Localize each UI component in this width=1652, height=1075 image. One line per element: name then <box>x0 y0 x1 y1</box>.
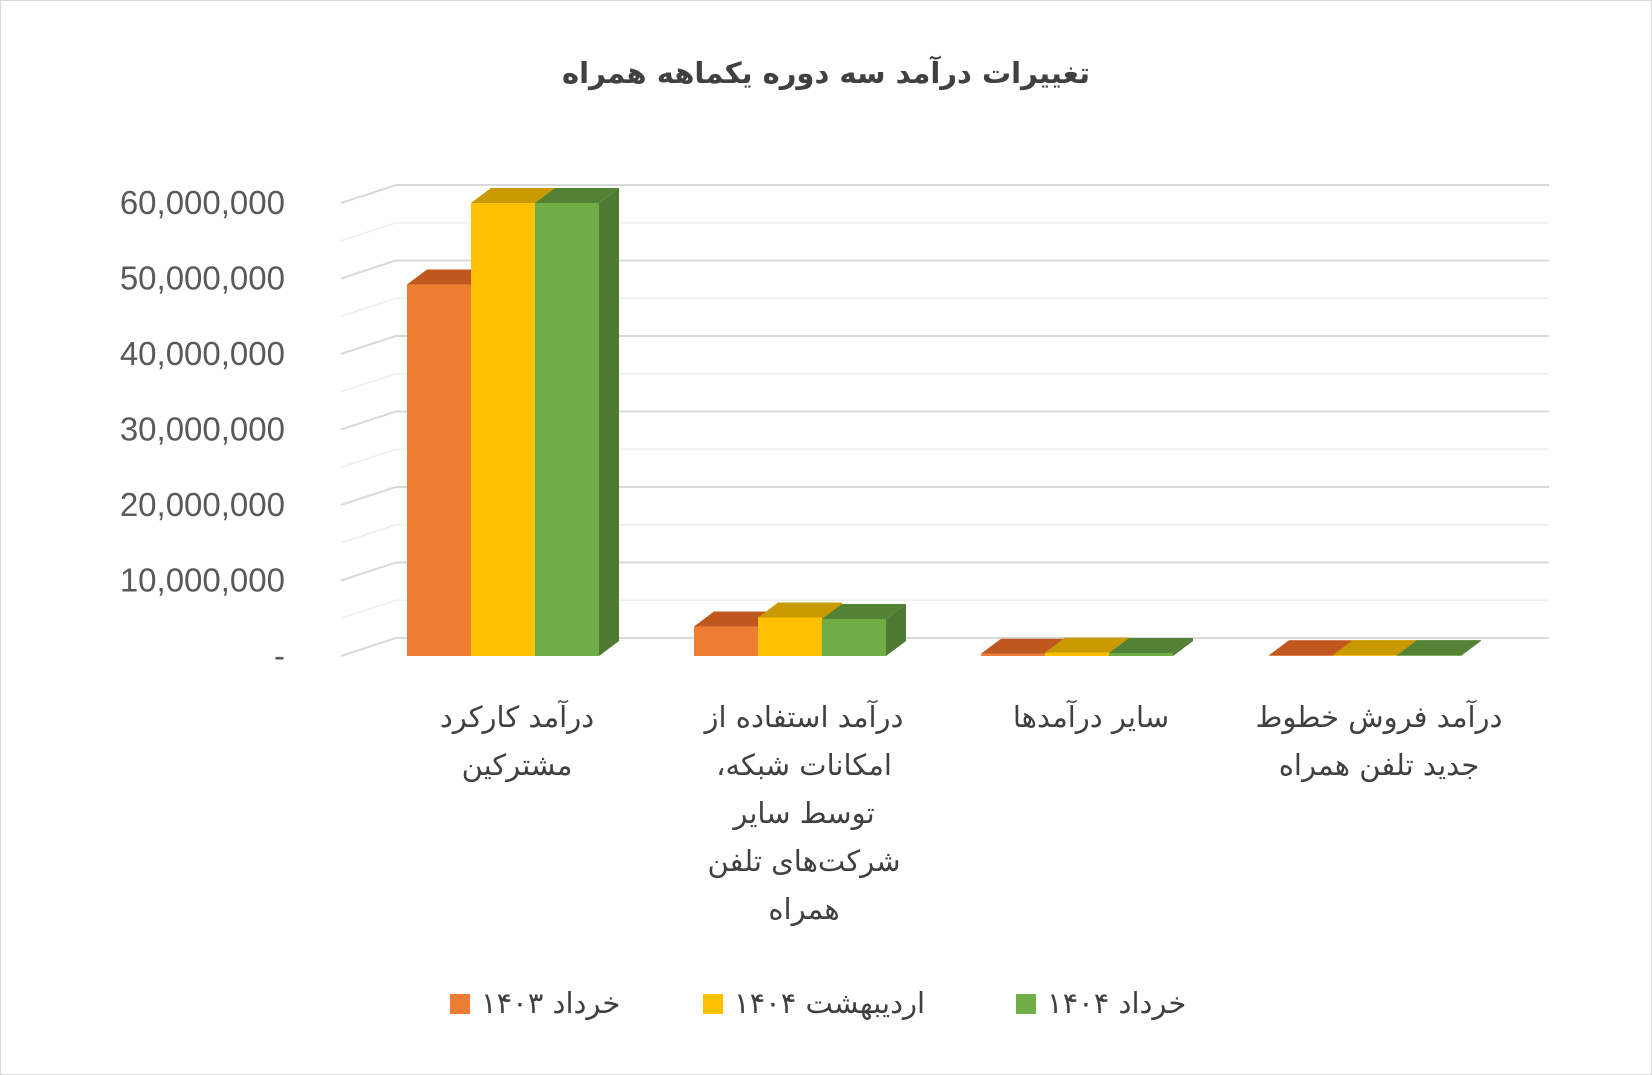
legend-swatch <box>703 994 723 1014</box>
bar-top-face <box>1333 640 1417 656</box>
category-label: توسط سایر <box>731 796 874 830</box>
gridline-diagonal <box>340 222 397 242</box>
bar-side-face <box>1173 637 1193 656</box>
bar <box>1045 652 1109 656</box>
bar <box>758 617 822 656</box>
bar-top-face <box>1269 640 1353 656</box>
gridline-diagonal <box>340 259 397 280</box>
bar <box>471 203 535 656</box>
x-axis-labels: درآمد کارکرد مشترکین درآمد استفاده از امکان… <box>440 699 1503 926</box>
gridline-diagonal <box>340 524 397 544</box>
bar <box>1397 655 1461 656</box>
bar-top-face <box>535 188 619 203</box>
bar <box>407 284 471 656</box>
y-tick-label: 30,000,000 <box>120 411 285 448</box>
y-axis-ticks: - 10,000,000 20,000,000 30,000,000 40,000,00… <box>120 184 285 674</box>
category-label: سایر درآمدها <box>1013 699 1169 734</box>
bar-side-face <box>599 188 619 656</box>
y-tick-label: 60,000,000 <box>120 184 285 221</box>
bar-top-face <box>407 269 491 285</box>
category-label: همراه <box>768 892 839 926</box>
category-label: درآمد فروش خطوط <box>1256 699 1503 734</box>
bar-top-face <box>1109 637 1193 653</box>
legend-swatch <box>1016 994 1036 1014</box>
y-tick-label: 40,000,000 <box>120 335 285 372</box>
category-label: مشترکین <box>462 748 573 782</box>
legend: خرداد ۱۴۰۳ اردیبهشت ۱۴۰۴ خرداد ۱۴۰۴ <box>450 986 1186 1020</box>
y-tick-label: 20,000,000 <box>120 486 285 523</box>
bar <box>981 653 1045 656</box>
legend-label: خرداد ۱۴۰۳ <box>481 986 620 1020</box>
legend-label: خرداد ۱۴۰۴ <box>1047 986 1186 1020</box>
y-tick-label: 50,000,000 <box>120 260 285 297</box>
bar-side-face <box>886 604 906 656</box>
bar-top-face <box>471 188 555 203</box>
bar <box>1333 655 1397 656</box>
bar <box>822 619 886 656</box>
gridline-diagonal <box>340 373 397 393</box>
legend-label: اردیبهشت ۱۴۰۴ <box>734 986 925 1020</box>
bar-top-face <box>1045 637 1129 653</box>
bar <box>535 203 599 656</box>
bar <box>1109 652 1173 656</box>
category-label: جدید تلفن همراه <box>1279 748 1480 782</box>
bar <box>1269 655 1333 656</box>
bar-top-face <box>1397 640 1481 656</box>
bar-side-face <box>1461 640 1481 656</box>
gridline-diagonal <box>340 448 397 468</box>
bars-layer <box>407 188 1481 656</box>
category-label: شرکت‌های تلفن <box>707 844 900 878</box>
gridline-diagonal <box>340 637 397 657</box>
category-label: درآمد استفاده از <box>703 699 904 734</box>
gridline-diagonal <box>340 335 397 355</box>
bar-top-face <box>694 611 778 627</box>
gridline-diagonal <box>340 184 397 204</box>
gridline-diagonal <box>340 599 397 619</box>
gridline-diagonal <box>340 486 397 506</box>
y-tick-label: - <box>274 637 285 674</box>
y-tick-label: 10,000,000 <box>120 562 285 599</box>
bar-top-face <box>822 604 906 620</box>
bar-top-face <box>758 602 842 618</box>
chart-title: تغییرات درآمد سه دوره یکماهه همراه <box>562 55 1090 90</box>
gridline-diagonal <box>340 561 397 582</box>
bar <box>694 626 758 656</box>
category-label: امکانات شبکه، <box>716 748 892 782</box>
gridline-diagonal <box>340 297 397 317</box>
gridline-diagonal <box>340 410 397 431</box>
category-label: درآمد کارکرد <box>440 699 594 734</box>
bar-top-face <box>981 638 1065 654</box>
legend-swatch <box>450 994 470 1014</box>
